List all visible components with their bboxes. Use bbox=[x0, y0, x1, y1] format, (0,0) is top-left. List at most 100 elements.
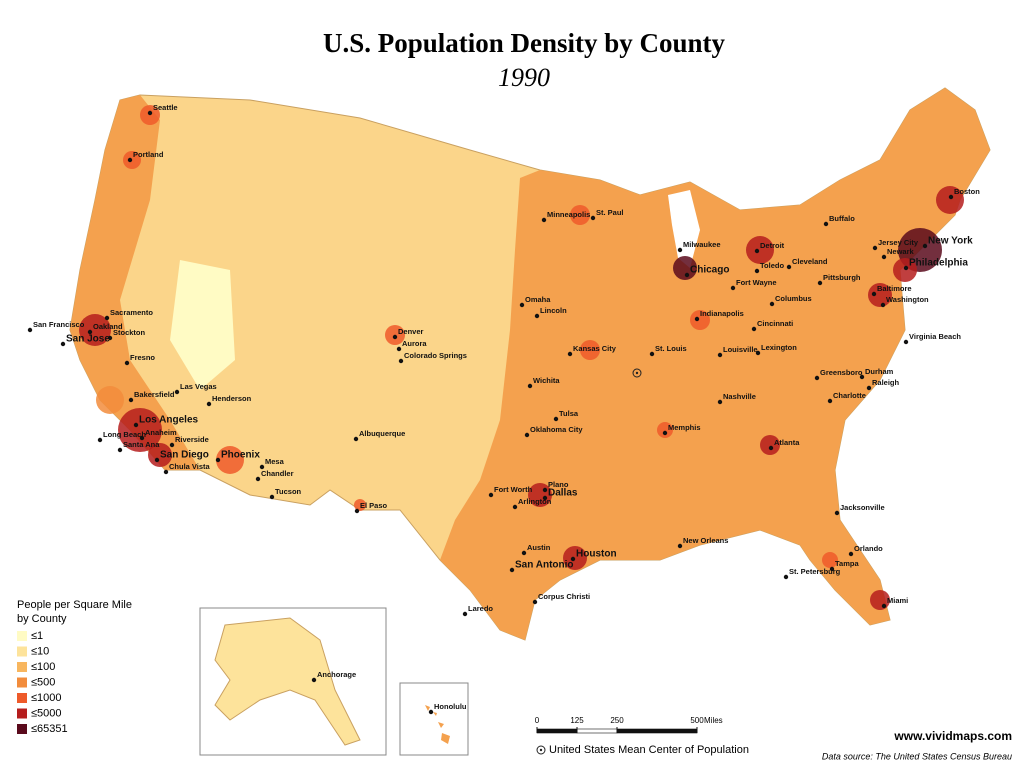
legend-label: ≤1000 bbox=[31, 692, 62, 704]
density-area bbox=[822, 552, 838, 568]
city-label: Tampa bbox=[835, 559, 859, 568]
density-area bbox=[148, 443, 172, 467]
city-label: Las Vegas bbox=[180, 382, 217, 391]
legend-swatch bbox=[17, 662, 27, 672]
city-dot bbox=[866, 385, 872, 391]
city-label: Cincinnati bbox=[757, 319, 793, 328]
density-area bbox=[760, 435, 780, 455]
legend-label: ≤65351 bbox=[31, 723, 68, 735]
center-note-symbol bbox=[536, 745, 546, 755]
city-dot bbox=[128, 397, 134, 403]
city-dot bbox=[392, 334, 398, 340]
city-dot bbox=[509, 567, 515, 573]
legend: People per Square Mile by County ≤1 ≤10 ≤1… bbox=[17, 599, 132, 735]
scale-label: 125 bbox=[570, 716, 584, 725]
city-label: Indianapolis bbox=[700, 309, 744, 318]
city-label: Memphis bbox=[668, 423, 701, 432]
city-label: Corpus Christi bbox=[538, 592, 590, 601]
city-dot bbox=[521, 550, 527, 556]
city-dot bbox=[751, 326, 757, 332]
city-label: Minneapolis bbox=[547, 210, 590, 219]
city-label: Baltimore bbox=[877, 284, 912, 293]
city-label: Lincoln bbox=[540, 306, 567, 315]
city-label: Colorado Springs bbox=[404, 351, 467, 360]
city-dot bbox=[542, 487, 548, 493]
website: www.vividmaps.com bbox=[893, 729, 1012, 743]
city-label: Chula Vista bbox=[169, 462, 211, 471]
city-dot bbox=[881, 254, 887, 260]
city-dot bbox=[311, 677, 317, 683]
city-dot bbox=[783, 574, 789, 580]
city-dot bbox=[532, 599, 538, 605]
city-label: St. Paul bbox=[596, 208, 624, 217]
density-area bbox=[570, 205, 590, 225]
city-label: Toledo bbox=[760, 261, 784, 270]
city-dot bbox=[823, 221, 829, 227]
lake-michigan bbox=[668, 190, 700, 268]
city-label: Santa Ana bbox=[123, 440, 160, 449]
map-subtitle: 1990 bbox=[498, 63, 550, 92]
city-dot bbox=[60, 341, 66, 347]
density-area bbox=[673, 256, 697, 280]
city-label: Anchorage bbox=[317, 670, 356, 679]
city-label: Laredo bbox=[468, 604, 493, 613]
scale-label: 500 bbox=[690, 716, 704, 725]
city-dot bbox=[534, 313, 540, 319]
city-label: Los Angeles bbox=[139, 415, 199, 426]
data-source: Data source: The United States Census Bu… bbox=[822, 751, 1012, 761]
city-label: Anaheim bbox=[145, 428, 177, 437]
city-label: Miami bbox=[887, 596, 908, 605]
city-dot bbox=[881, 603, 887, 609]
legend-label: ≤10 bbox=[31, 645, 49, 657]
density-area bbox=[79, 314, 111, 346]
city-label: San Diego bbox=[160, 450, 209, 461]
city-dot bbox=[527, 383, 533, 389]
city-label: Milwaukee bbox=[683, 240, 721, 249]
city-dot bbox=[87, 329, 93, 335]
city-dot bbox=[684, 272, 690, 278]
city-dot bbox=[174, 389, 180, 395]
alaska bbox=[214, 617, 361, 746]
city-dot bbox=[396, 346, 402, 352]
city-dot bbox=[922, 243, 928, 249]
scale-label: 0 bbox=[535, 716, 540, 725]
city-label: Tucson bbox=[275, 487, 302, 496]
density-area bbox=[354, 499, 366, 511]
city-dot bbox=[107, 335, 113, 341]
city-label: Albuquerque bbox=[359, 429, 405, 438]
city-label: Jacksonville bbox=[840, 503, 885, 512]
city-label: Louisville bbox=[723, 345, 758, 354]
city-dot bbox=[124, 360, 130, 366]
city-label: Columbus bbox=[775, 294, 812, 303]
city-label: New York bbox=[928, 236, 973, 247]
density-area bbox=[96, 386, 124, 414]
legend-swatch bbox=[17, 693, 27, 703]
city-dot bbox=[834, 510, 840, 516]
city-label: Aurora bbox=[402, 339, 427, 348]
city-label: Newark bbox=[887, 247, 915, 256]
city-dot bbox=[512, 504, 518, 510]
city-dot bbox=[259, 464, 265, 470]
eastern-region bbox=[440, 88, 990, 640]
city-label: Raleigh bbox=[872, 378, 900, 387]
city-label: Stockton bbox=[113, 328, 146, 337]
scale-segment bbox=[576, 728, 618, 734]
city-dot bbox=[871, 291, 877, 297]
scale-unit: Miles bbox=[704, 716, 723, 725]
city-dot bbox=[754, 268, 760, 274]
city-dot bbox=[139, 435, 145, 441]
hawaii bbox=[425, 705, 450, 744]
city-dot bbox=[567, 351, 573, 357]
city-dot bbox=[662, 430, 668, 436]
city-dot bbox=[754, 248, 760, 254]
city-label: Omaha bbox=[525, 295, 551, 304]
city-dot bbox=[717, 399, 723, 405]
density-area bbox=[118, 408, 162, 452]
density-area bbox=[746, 236, 774, 264]
city-label: Kansas City bbox=[573, 344, 617, 353]
city-label: San Antonio bbox=[515, 560, 574, 571]
city-label: Pittsburgh bbox=[823, 273, 861, 282]
legend-label: ≤1 bbox=[31, 630, 43, 642]
city-label: Oklahoma City bbox=[530, 425, 583, 434]
city-label: Washington bbox=[886, 295, 929, 304]
